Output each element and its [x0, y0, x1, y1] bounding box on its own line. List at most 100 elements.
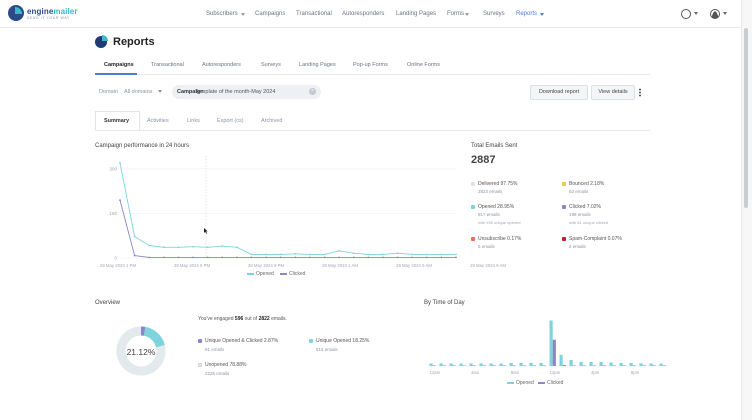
- logo-text: enginemailer Send it your way: [27, 7, 78, 20]
- nav-reports-caret-icon: [540, 13, 544, 16]
- engaged-suffix: emails.: [271, 316, 287, 322]
- tab-surveys[interactable]: Surveys: [261, 62, 281, 68]
- nav-landing-pages[interactable]: Landing Pages: [396, 11, 437, 17]
- stat-count: 5 emails: [478, 244, 495, 249]
- data-point-clicked: [265, 256, 267, 259]
- x-tick-label: 29 May 2024 1 AM: [322, 263, 358, 268]
- bar-opened: [649, 363, 653, 366]
- domain-filter-caret-icon[interactable]: [158, 90, 162, 93]
- mouse-cursor-icon: [204, 228, 208, 234]
- bar-clicked: [622, 365, 626, 366]
- download-report-button[interactable]: Download report: [530, 85, 588, 100]
- tod-legend-clicked-swatch: [538, 382, 545, 384]
- page-title: Reports: [113, 36, 155, 48]
- data-point-opened: [133, 235, 136, 238]
- nav-autoresponders[interactable]: Autoresponders: [342, 11, 385, 17]
- overview-item-name: Unopened 78.88%: [205, 362, 247, 368]
- bar-clicked: [452, 365, 456, 366]
- bar-opened: [579, 361, 583, 366]
- data-point-clicked: [309, 256, 311, 259]
- tab-landing-pages[interactable]: Landing Pages: [299, 62, 336, 68]
- data-point-clicked: [455, 256, 457, 259]
- x-tick-label: 28 May 2024 9 PM: [248, 263, 284, 268]
- help-caret-icon: [694, 12, 698, 15]
- subtab-activities[interactable]: Activities: [147, 118, 169, 124]
- subtab-links[interactable]: Links: [187, 118, 200, 124]
- series-line-clicked: [119, 199, 456, 258]
- tod-legend-opened-swatch: [507, 382, 514, 384]
- campaign-filter-chip[interactable]: [172, 85, 321, 99]
- nav-reports[interactable]: Reports: [516, 11, 538, 17]
- engaged-summary: You've engaged 596 out of 2822 emails.: [198, 316, 287, 322]
- stat-swatch: [562, 182, 566, 186]
- campaign-filter-value[interactable]: Template of the month-May 2024: [195, 89, 276, 95]
- bar-opened: [539, 362, 543, 366]
- logo-name-a: engine: [27, 6, 54, 16]
- subtab-summary[interactable]: Summary: [104, 118, 130, 124]
- nav-forms[interactable]: Forms: [447, 11, 464, 17]
- nav-transactional[interactable]: Transactional: [296, 11, 332, 17]
- stat-name: Unsubscribe 0.17%: [478, 236, 522, 242]
- bar-clicked: [532, 365, 536, 366]
- total-emails-label: Total Emails Sent: [471, 143, 518, 149]
- tab-transactional[interactable]: Transactional: [151, 62, 184, 68]
- clear-campaign-filter-icon[interactable]: ×: [309, 88, 316, 95]
- data-point-clicked: [206, 256, 209, 259]
- tod-legend-opened-label: Opened: [516, 380, 534, 386]
- tod-legend-clicked[interactable]: Clicked: [538, 380, 563, 386]
- bar-opened: [439, 363, 443, 366]
- stat-count: 817 emails: [478, 212, 500, 217]
- bar-opened: [519, 362, 523, 366]
- tod-legend-opened[interactable]: Opened: [507, 380, 534, 386]
- legend-opened[interactable]: Opened: [247, 271, 274, 277]
- user-caret-icon: [723, 12, 727, 15]
- engine-mailer-logo[interactable]: enginemailer Send it your way: [8, 5, 78, 21]
- stat-name: Spam-Complaint 0.07%: [569, 236, 622, 242]
- legend-clicked[interactable]: Clicked: [280, 271, 305, 277]
- bar-opened: [599, 361, 603, 366]
- subtab-export[interactable]: Export (cs): [217, 118, 244, 124]
- bar-opened: [499, 363, 503, 366]
- user-avatar-icon[interactable]: [710, 9, 720, 19]
- domain-filter-select[interactable]: All domains: [124, 89, 153, 95]
- browser-scroll-track: [741, 0, 752, 420]
- stat-count: 2 emails: [569, 244, 586, 249]
- data-point-opened: [148, 244, 151, 247]
- bar-opened: [659, 363, 663, 366]
- view-details-button[interactable]: View details: [591, 85, 635, 100]
- y-tick-label: 300: [109, 166, 117, 171]
- data-point-clicked: [235, 256, 238, 259]
- data-point-opened: [235, 246, 238, 249]
- data-point-opened: [411, 253, 414, 256]
- data-point-opened: [323, 253, 326, 256]
- subtabs-divider: [95, 130, 650, 131]
- nav-subscribers[interactable]: Subscribers: [206, 11, 238, 17]
- overview-title: Overview: [95, 300, 121, 306]
- page-scrollbar[interactable]: [744, 28, 748, 208]
- stat-name: Delivered 97.75%: [478, 181, 518, 187]
- stat-swatch: [471, 237, 475, 241]
- data-point-opened: [396, 252, 399, 255]
- data-point-clicked: [367, 256, 370, 259]
- nav-surveys[interactable]: Surveys: [483, 11, 505, 17]
- tab-campaigns[interactable]: Campaigns: [104, 62, 134, 68]
- subtab-archived[interactable]: Archived: [261, 118, 283, 124]
- tab-online-forms[interactable]: Online Forms: [407, 62, 441, 68]
- data-point-clicked: [440, 256, 443, 259]
- donut-center-value: 21.12%: [126, 347, 156, 357]
- x-tick-label: 28 May 2024 1 PM: [100, 263, 136, 268]
- data-point-clicked: [250, 256, 253, 259]
- tab-popup-forms[interactable]: Pop-up Forms: [353, 62, 388, 68]
- stat-count: 63 emails: [569, 189, 589, 194]
- time-of-day-title: By Time of Day: [424, 300, 465, 306]
- tab-autoresponders[interactable]: Autoresponders: [202, 62, 241, 68]
- help-globe-icon[interactable]: [681, 9, 691, 19]
- data-point-opened: [221, 245, 224, 248]
- data-point-clicked: [338, 256, 341, 259]
- bar-clicked: [542, 365, 546, 366]
- engaged-prefix: You've engaged: [198, 316, 234, 322]
- more-options-icon[interactable]: [639, 88, 641, 97]
- nav-forms-caret-icon: [465, 13, 469, 16]
- data-point-opened: [206, 246, 209, 249]
- nav-campaigns[interactable]: Campaigns: [255, 11, 286, 17]
